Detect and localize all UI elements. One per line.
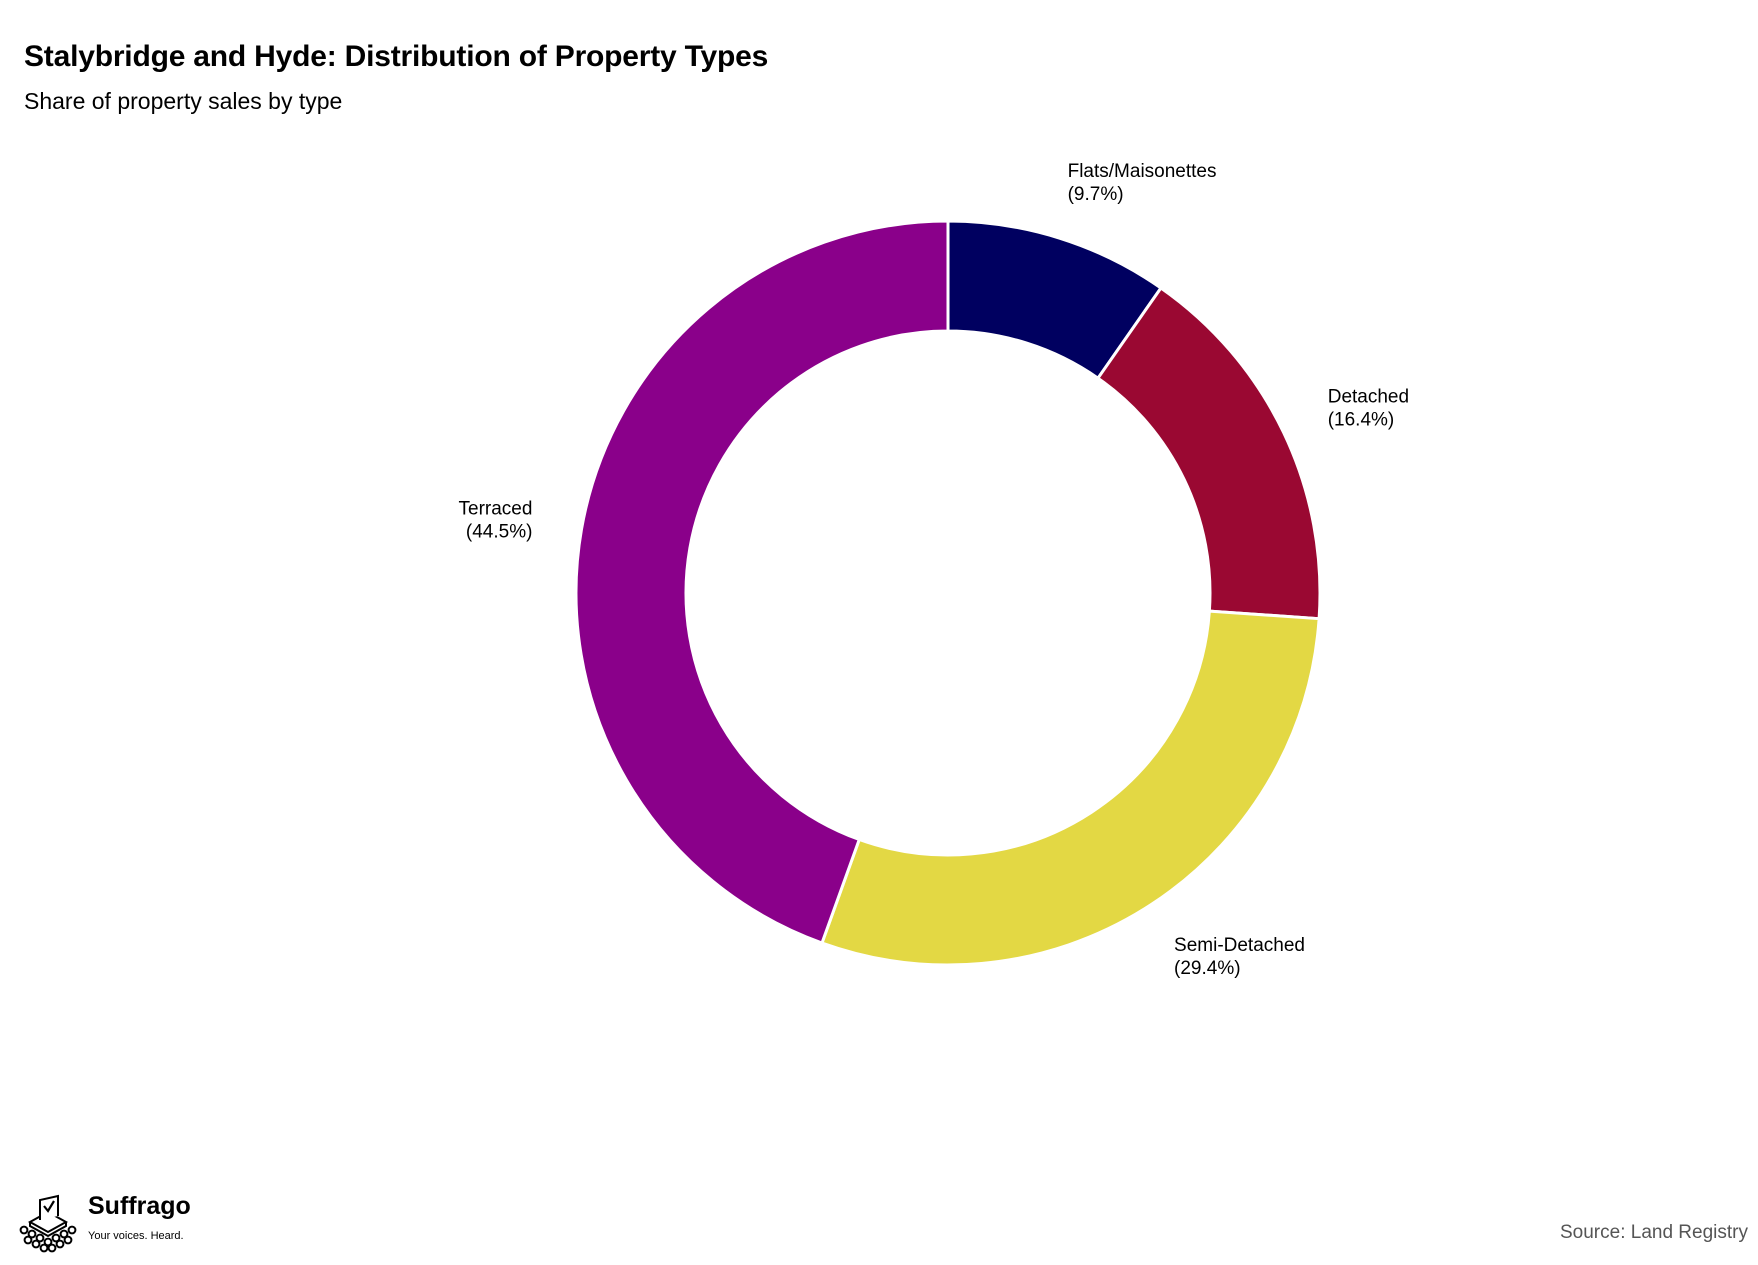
chart-subtitle: Share of property sales by type xyxy=(24,88,343,114)
source-note: Source: Land Registry xyxy=(1560,1222,1748,1243)
label-value-terraced: (44.5%) xyxy=(466,522,533,543)
label-name-flats-maisonettes: Flats/Maisonettes xyxy=(1068,161,1217,182)
slice-detached xyxy=(1096,286,1322,621)
label-name-semi-detached: Semi-Detached xyxy=(1174,935,1305,956)
label-name-detached: Detached xyxy=(1328,387,1409,408)
label-semi-detached: Semi-Detached (29.4%) xyxy=(1174,935,1305,979)
label-detached: Detached (16.4%) xyxy=(1328,387,1409,431)
label-value-detached: (16.4%) xyxy=(1328,410,1395,431)
ballot-box-crowd-icon xyxy=(19,1194,77,1253)
donut-slices xyxy=(574,219,1322,967)
slice-labels: Flats/Maisonettes (9.7%) Detached (16.4%) Se… xyxy=(459,161,1410,979)
label-name-terraced: Terraced xyxy=(459,499,533,520)
label-value-flats-maisonettes: (9.7%) xyxy=(1068,184,1124,205)
slice-terraced xyxy=(574,219,950,945)
label-value-semi-detached: (29.4%) xyxy=(1174,958,1241,979)
slice-semi-detached xyxy=(820,609,1321,967)
label-terraced: Terraced (44.5%) xyxy=(459,499,533,543)
suffrago-logo: Suffrago Your voices. Heard. xyxy=(16,1190,216,1254)
label-flats-maisonettes: Flats/Maisonettes (9.7%) xyxy=(1068,161,1217,205)
brand-tagline: Your voices. Heard. xyxy=(88,1230,184,1242)
chart-title: Stalybridge and Hyde: Distribution of Pr… xyxy=(24,40,769,73)
brand-name: Suffrago xyxy=(88,1192,191,1220)
